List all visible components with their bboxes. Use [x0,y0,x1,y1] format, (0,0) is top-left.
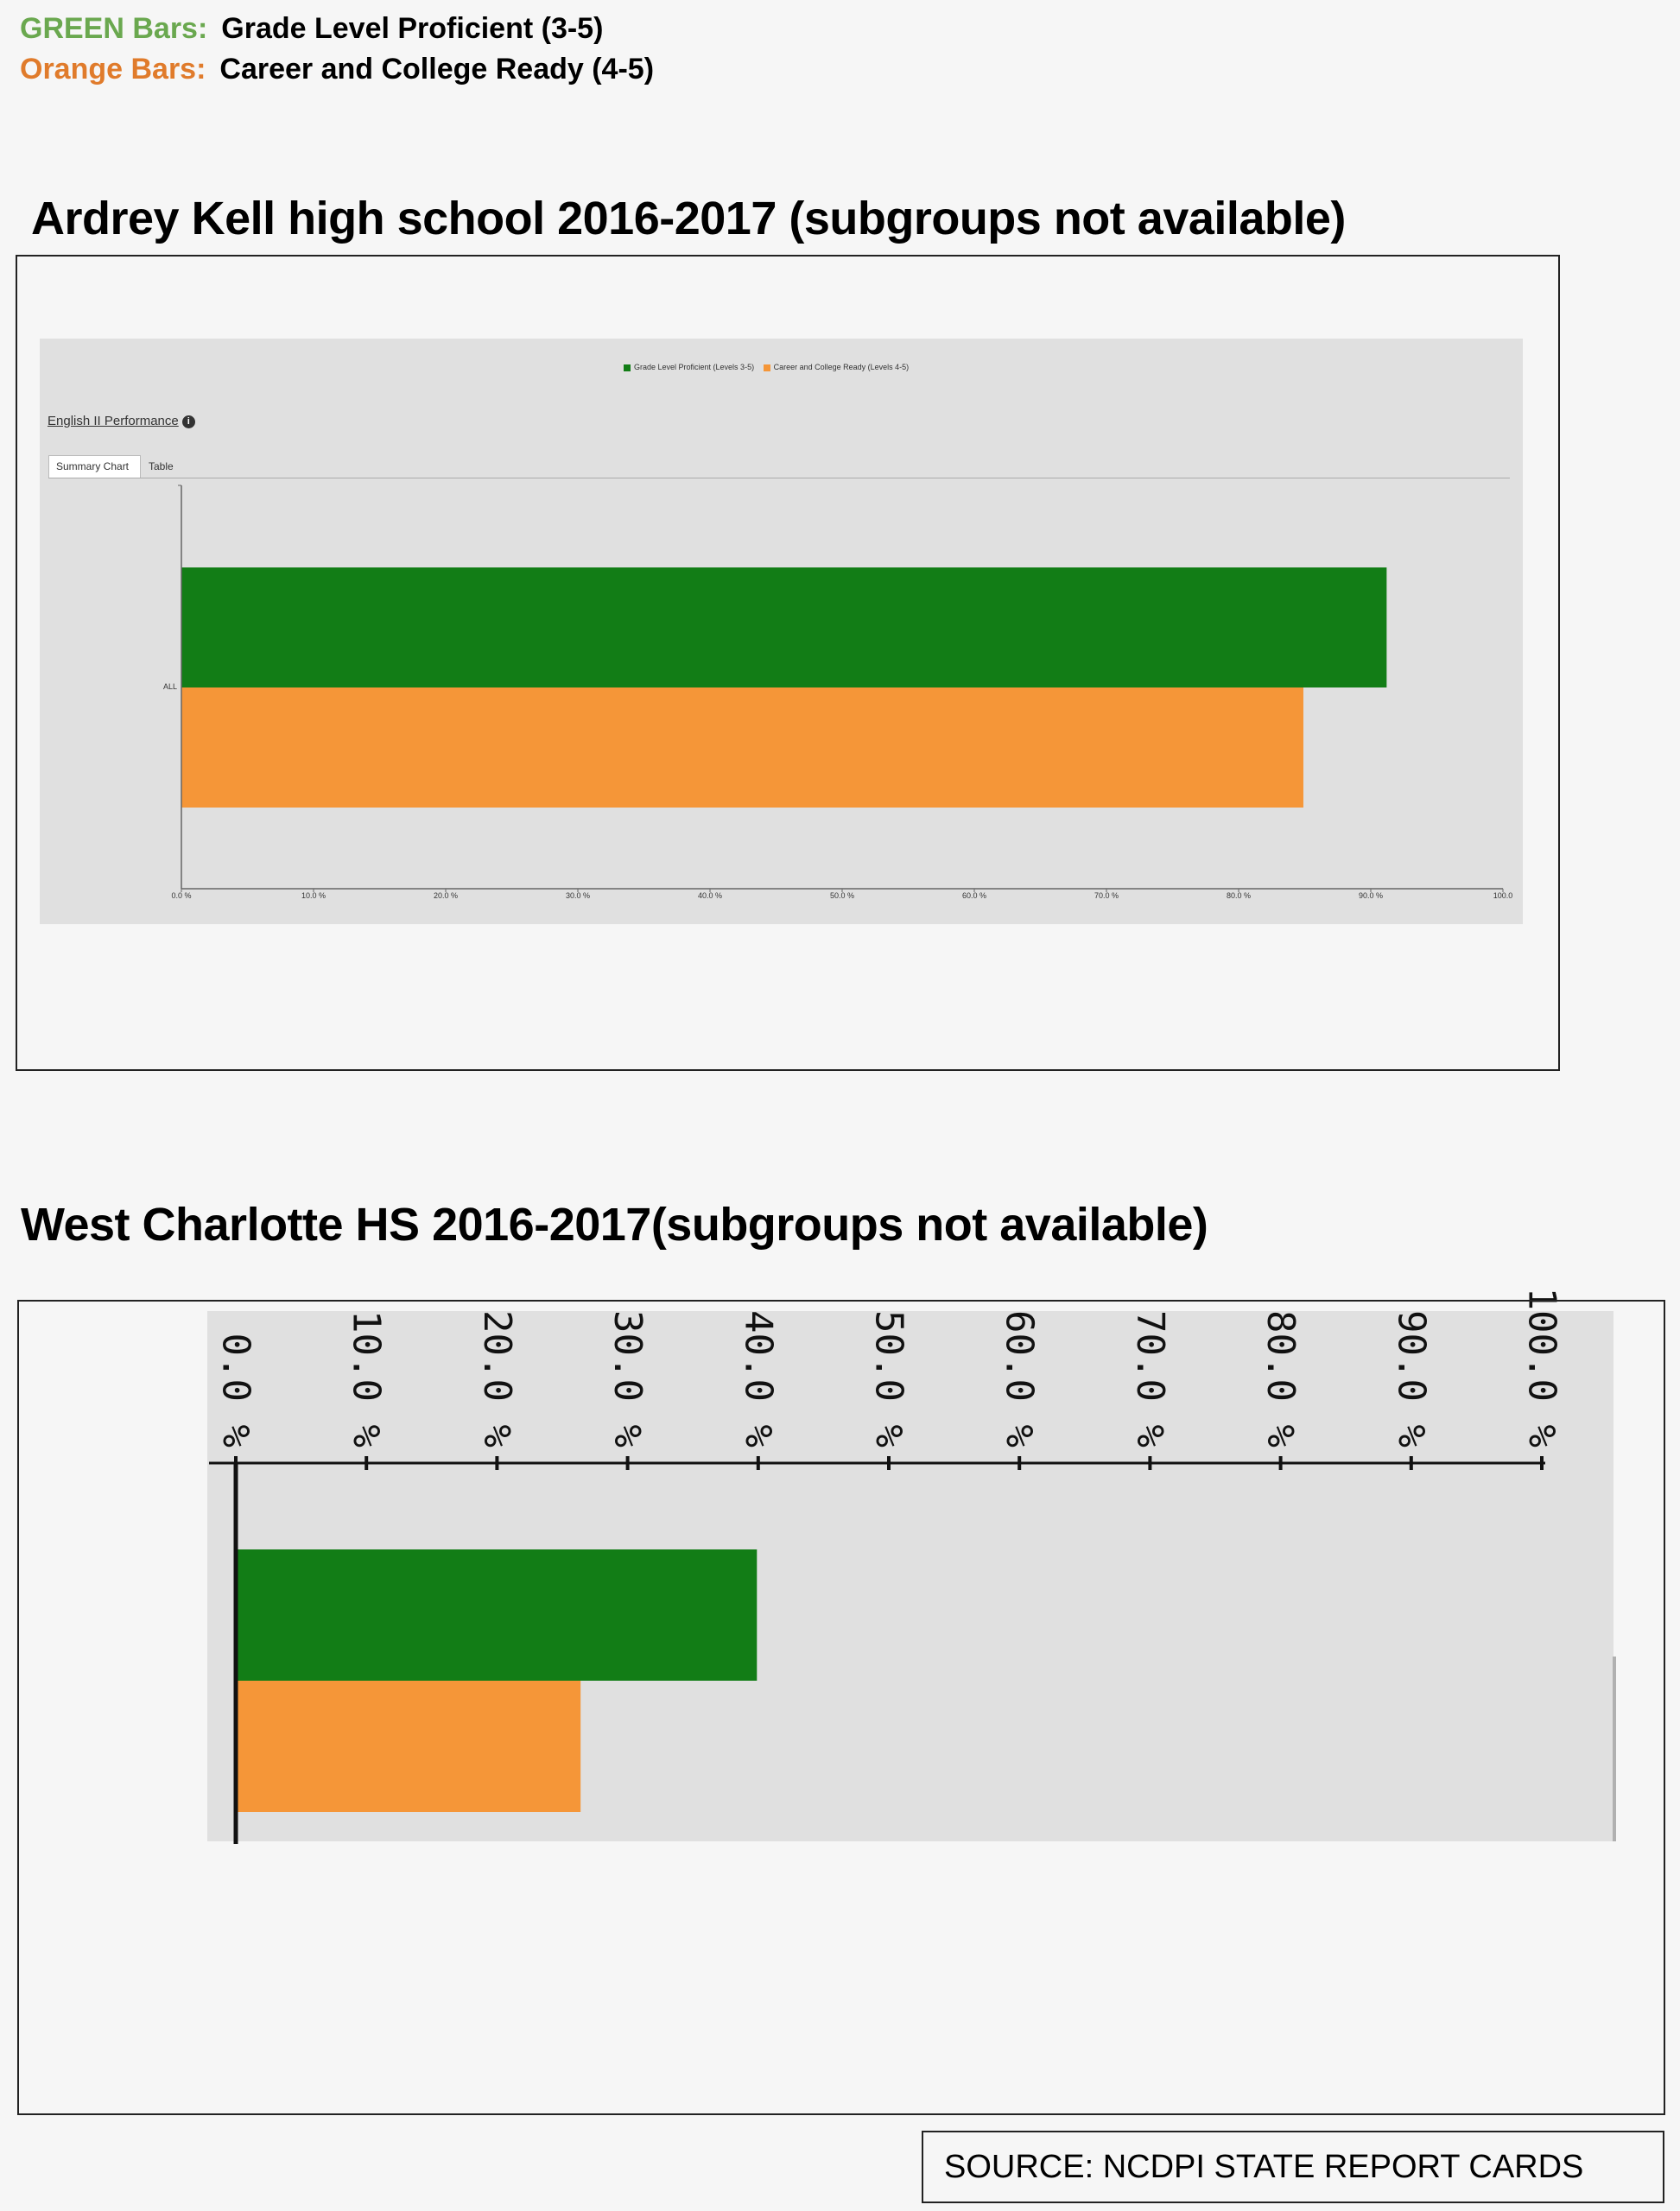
legend-orange-desc: Career and College Ready (4-5) [219,53,655,86]
chart1-bar-0 [181,567,1387,687]
mini-legend-item-orange: Career and College Ready (Levels 4-5) [773,363,910,371]
chart1-category-label: ALL [163,682,177,691]
chart2-x-tick-label-9: 90.0 % [1389,1310,1433,1448]
legend-green-key: GREEN Bars: [20,12,208,45]
english-performance-label: English II Performance [48,414,179,428]
source-box: SOURCE: NCDPI STATE REPORT CARDS [922,2131,1664,2203]
chart1-x-tick-label-2: 20.0 % [434,891,458,900]
chart1-x-tick-label-9: 90.0 % [1359,891,1383,900]
chart1-frame [16,255,1560,1071]
chart1-mini-legend: Grade Level Proficient (Levels 3-5) Care… [617,363,909,371]
chart1-x-tick-label-3: 30.0 % [566,891,590,900]
chart2-x-tick-label-6: 60.0 % [998,1310,1042,1448]
chart1-x-tick-label-1: 10.0 % [301,891,326,900]
info-icon[interactable]: i [181,415,195,428]
chart1-x-tick-label-0: 0.0 % [171,891,191,900]
chart1-plot: ALL 0.0 % 10.0 % 20.0 % 30.0 % 40.0 % 50.0 % 60… [163,485,1512,900]
chart2-plot: 0.0 % 10.0 % 20.0 % 30.0 % 40.0 % 50.0 % 60.0 … [207,1288,1616,1844]
chart1-x-tick-label-6: 60.0 % [962,891,986,900]
legend-green-desc: Grade Level Proficient (3-5) [221,12,604,45]
chart2-x-tick-label-4: 40.0 % [736,1310,780,1448]
chart2-x-tick-label-1: 10.0 % [345,1310,389,1448]
tab-table[interactable]: Table [149,460,174,472]
mini-legend-swatch-green [624,364,631,371]
chart1-section-title: Ardrey Kell high school 2016-2017 (subgr… [31,193,1346,244]
chart2-x-tick-label-7: 70.0 % [1128,1310,1172,1448]
chart1-x-tick-label-4: 40.0 % [698,891,722,900]
chart2-x-tick-label-5: 50.0 % [867,1310,911,1448]
tab-summary-chart[interactable]: Summary Chart [48,455,141,478]
chart2-bar-0 [236,1549,758,1681]
chart1-x-tick-label-5: 50.0 % [830,891,854,900]
chart2-x-tick-label-10: 100.0 % [1520,1288,1564,1448]
chart2-x-tick-label-2: 20.0 % [475,1310,519,1448]
chart2-x-tick-label-0: 0.0 % [214,1334,258,1448]
legend-orange-key: Orange Bars: [20,53,206,86]
chart1-bar-1 [181,687,1303,808]
chart1-x-tick-label-10: 100.0 [1493,891,1513,900]
chart2-section-title: West Charlotte HS 2016-2017(subgroups no… [21,1199,1208,1251]
chart2-x-tick-label-3: 30.0 % [605,1310,650,1448]
chart2-frame [17,1300,1665,2115]
mini-legend-swatch-orange [763,364,770,371]
legend-orange-line: Orange Bars: Career and College Ready (4-… [20,53,654,86]
chart1-x-tick-label-8: 80.0 % [1227,891,1251,900]
chart2-bar-1 [236,1681,581,1812]
chart1-x-tick-label-7: 70.0 % [1094,891,1119,900]
chart2-x-tick-label-8: 80.0 % [1258,1310,1303,1448]
mini-legend-item-green: Grade Level Proficient (Levels 3-5) [634,363,755,371]
english-performance-link[interactable]: English II Performance i [48,414,195,428]
legend-green-line: GREEN Bars: Grade Level Proficient (3-5) [20,12,603,46]
